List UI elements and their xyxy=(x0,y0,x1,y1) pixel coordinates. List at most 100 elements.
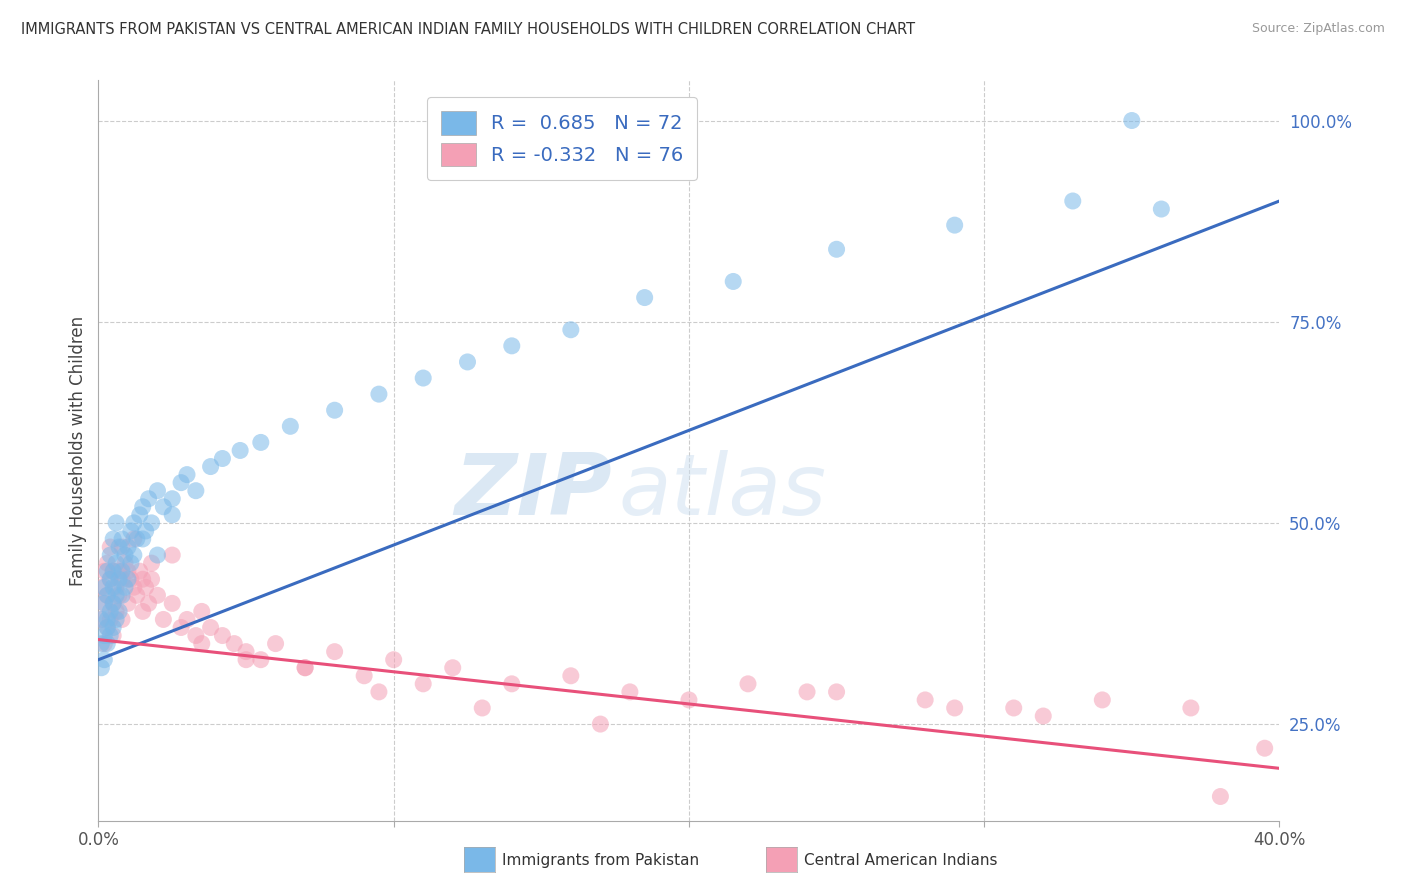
Point xyxy=(120,556,142,570)
Text: ZIP: ZIP xyxy=(454,450,612,533)
Point xyxy=(294,661,316,675)
Point xyxy=(103,532,125,546)
Point xyxy=(619,685,641,699)
Point xyxy=(162,491,183,506)
Point xyxy=(200,459,222,474)
Point xyxy=(146,588,169,602)
Point xyxy=(93,628,115,642)
Point xyxy=(1180,701,1202,715)
Point xyxy=(170,620,193,634)
Text: Source: ZipAtlas.com: Source: ZipAtlas.com xyxy=(1251,22,1385,36)
Point xyxy=(111,540,134,554)
Point xyxy=(382,653,405,667)
Point xyxy=(441,661,464,675)
Point xyxy=(90,637,112,651)
Point xyxy=(117,540,139,554)
Point xyxy=(125,532,148,546)
Point xyxy=(98,572,121,586)
Point xyxy=(353,669,375,683)
Point xyxy=(235,653,257,667)
Point xyxy=(825,685,848,699)
Point xyxy=(98,548,121,562)
Point xyxy=(120,524,142,538)
Legend: R =  0.685   N = 72, R = -0.332   N = 76: R = 0.685 N = 72, R = -0.332 N = 76 xyxy=(427,97,697,180)
Point xyxy=(105,612,128,626)
Point xyxy=(93,596,115,610)
Point xyxy=(96,556,118,570)
Point xyxy=(96,620,118,634)
Point xyxy=(501,677,523,691)
Y-axis label: Family Households with Children: Family Households with Children xyxy=(69,316,87,585)
Point xyxy=(103,580,125,594)
Point xyxy=(1091,693,1114,707)
Point xyxy=(1062,194,1084,208)
Point xyxy=(250,653,273,667)
Point xyxy=(141,556,163,570)
Point xyxy=(1209,789,1232,804)
Point xyxy=(103,596,125,610)
Point xyxy=(737,677,759,691)
Point xyxy=(1254,741,1277,756)
Point xyxy=(96,612,118,626)
Point xyxy=(141,572,163,586)
Point xyxy=(184,628,207,642)
Text: IMMIGRANTS FROM PAKISTAN VS CENTRAL AMERICAN INDIAN FAMILY HOUSEHOLDS WITH CHILD: IMMIGRANTS FROM PAKISTAN VS CENTRAL AMER… xyxy=(21,22,915,37)
Point xyxy=(90,612,112,626)
Point xyxy=(96,588,118,602)
Point xyxy=(162,596,183,610)
Point xyxy=(98,612,121,626)
Point xyxy=(90,661,112,675)
Point xyxy=(412,677,434,691)
Point xyxy=(211,451,233,466)
Point xyxy=(90,580,112,594)
Point xyxy=(111,612,134,626)
Point xyxy=(105,580,128,594)
Point xyxy=(103,628,125,642)
Point xyxy=(1121,113,1143,128)
Point xyxy=(93,596,115,610)
Point xyxy=(96,588,118,602)
Text: atlas: atlas xyxy=(619,450,827,533)
Point xyxy=(132,532,155,546)
Point xyxy=(93,580,115,594)
Point xyxy=(128,564,150,578)
Point xyxy=(98,540,121,554)
Point xyxy=(105,516,128,530)
Point xyxy=(280,419,302,434)
Point xyxy=(132,500,155,514)
Point xyxy=(117,564,139,578)
Point xyxy=(138,491,160,506)
Point xyxy=(103,564,125,578)
Text: Immigrants from Pakistan: Immigrants from Pakistan xyxy=(502,854,699,868)
Point xyxy=(170,475,193,490)
Point xyxy=(457,355,479,369)
Point xyxy=(135,580,157,594)
Point xyxy=(224,637,246,651)
Point xyxy=(796,685,818,699)
Point xyxy=(152,500,174,514)
Point xyxy=(943,701,966,715)
Point xyxy=(723,275,745,289)
Point xyxy=(294,661,316,675)
Point xyxy=(323,403,346,417)
Point xyxy=(114,556,136,570)
Point xyxy=(943,218,966,232)
Point xyxy=(93,653,115,667)
Point xyxy=(368,387,391,401)
Point xyxy=(132,572,155,586)
Point xyxy=(108,588,131,602)
Point xyxy=(98,604,121,618)
Point xyxy=(90,612,112,626)
Point xyxy=(825,242,848,256)
Point xyxy=(471,701,494,715)
Point xyxy=(111,564,134,578)
Point xyxy=(108,564,131,578)
Point xyxy=(122,516,145,530)
Point xyxy=(105,604,128,618)
Point xyxy=(132,604,155,618)
Point xyxy=(184,483,207,498)
Point xyxy=(117,596,139,610)
Point xyxy=(122,580,145,594)
Point xyxy=(96,637,118,651)
Point xyxy=(138,596,160,610)
